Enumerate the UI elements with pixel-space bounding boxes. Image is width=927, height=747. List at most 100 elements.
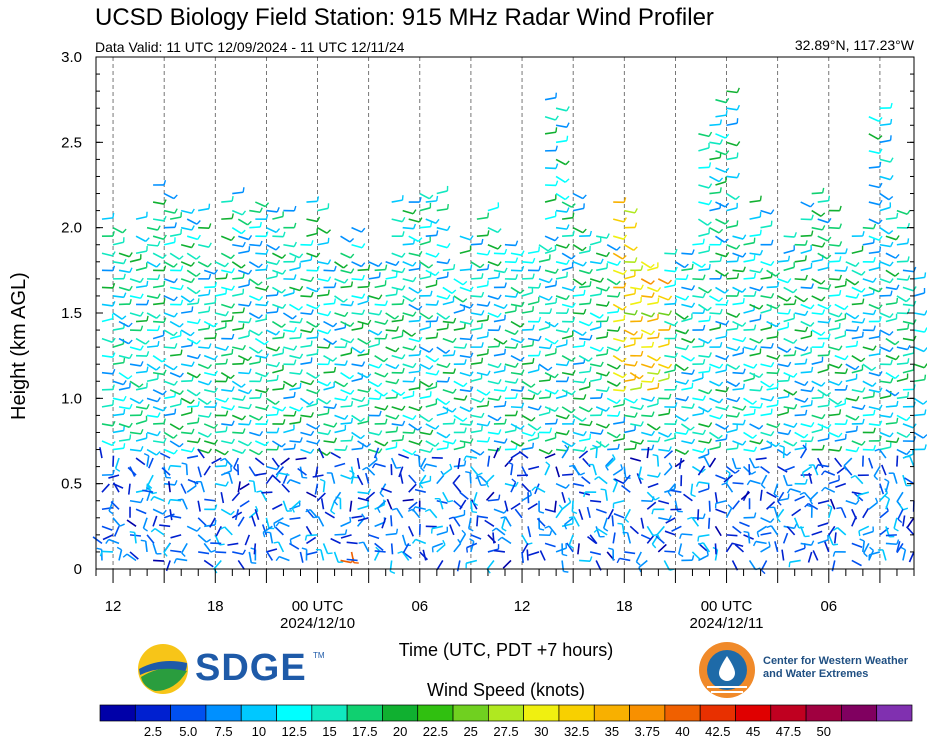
wind-barb-flag (394, 315, 400, 320)
wind-barb-flag (746, 480, 751, 486)
wind-barb (827, 534, 834, 546)
wind-barb-flag (418, 405, 423, 411)
wind-barb (419, 312, 430, 320)
wind-barb (374, 462, 386, 468)
wind-barb-flag (907, 323, 910, 329)
wind-barb (786, 526, 796, 536)
wind-barb-flag (603, 527, 609, 532)
wind-barb (300, 295, 312, 298)
wind-barb-flag (181, 462, 187, 465)
wind-barb (885, 534, 897, 537)
wind-barb-flag (589, 268, 593, 274)
wind-barb (817, 499, 829, 505)
wind-barb-flag (708, 366, 711, 372)
wind-barb-flag (156, 314, 161, 319)
wind-barb (544, 372, 556, 379)
wind-barb (835, 482, 847, 489)
wind-barb-flag (436, 316, 439, 322)
wind-barb (272, 369, 284, 374)
wind-barb (248, 312, 260, 320)
wind-barb (510, 320, 521, 328)
wind-barb (197, 380, 209, 386)
wind-barb-flag (685, 344, 690, 350)
wind-barb (646, 491, 656, 501)
wind-barb (777, 278, 789, 284)
wind-barb-flag (485, 391, 491, 396)
wind-barb-flag (143, 453, 150, 457)
wind-barb-flag (395, 364, 400, 369)
wind-barb (698, 440, 710, 444)
wind-barb (266, 209, 278, 213)
wind-barb (487, 455, 491, 467)
wind-barb-flag (122, 228, 127, 234)
wind-barb (862, 292, 874, 297)
wind-barb (595, 508, 607, 514)
wind-barb (238, 235, 250, 241)
wind-barb-flag (214, 333, 217, 339)
wind-barb-flag (884, 478, 890, 483)
wind-barb (691, 516, 700, 527)
wind-barb (725, 465, 736, 474)
wind-barb (726, 414, 738, 418)
wind-barb (726, 107, 738, 111)
wind-barb-flag (889, 175, 894, 180)
wind-barb (236, 464, 240, 476)
wind-barb (760, 276, 772, 280)
wind-barb (879, 431, 891, 438)
wind-barb-flag (725, 97, 730, 103)
wind-barb-flag (208, 412, 212, 418)
wind-barb-flag (555, 180, 559, 186)
wind-barb (595, 371, 607, 377)
wind-barb (590, 293, 602, 297)
wind-barb-flag (174, 343, 178, 349)
wind-barb-flag (344, 395, 349, 401)
wind-barb-flag (197, 417, 200, 423)
wind-barb (368, 380, 379, 388)
wind-barb-flag (793, 372, 798, 378)
wind-barb-flag (378, 448, 383, 454)
wind-barb (442, 491, 449, 503)
wind-barb (323, 423, 335, 428)
wind-barb (436, 560, 444, 571)
wind-barb-flag (855, 446, 860, 452)
wind-barb (681, 286, 693, 291)
wind-barb-flag (259, 221, 262, 228)
wind-barb (408, 235, 419, 243)
wind-barb-flag (804, 409, 808, 415)
wind-barb-flag (177, 498, 183, 501)
wind-barb-flag (650, 280, 655, 285)
wind-barb (442, 440, 454, 445)
wind-barb (408, 218, 420, 223)
wind-barb-flag (708, 389, 713, 395)
wind-barb (306, 353, 318, 357)
wind-barb (897, 508, 904, 520)
wind-barb (402, 346, 414, 351)
wind-barb (108, 474, 120, 479)
wind-barb (783, 286, 794, 294)
wind-barb-flag (413, 454, 419, 457)
wind-barb-flag (651, 363, 656, 368)
wind-barb-flag (758, 373, 764, 378)
wind-barb-flag (180, 265, 184, 271)
wind-barb-flag (566, 259, 570, 265)
wind-barb-flag (418, 439, 423, 445)
wind-barb-flag (725, 150, 730, 156)
wind-barb (374, 542, 384, 551)
wind-barb-flag (838, 289, 842, 296)
wind-barb-flag (623, 217, 627, 223)
wind-barb (555, 482, 567, 489)
wind-barb-flag (810, 366, 814, 372)
wind-barb (698, 166, 710, 169)
wind-barb-flag (827, 400, 831, 406)
wind-barb-flag (821, 187, 825, 193)
wind-barb (146, 431, 158, 437)
wind-barb (504, 363, 516, 369)
wind-barb-flag (922, 400, 927, 405)
wind-barb (828, 312, 840, 318)
wind-barb-flag (344, 445, 348, 451)
wind-barb (215, 312, 227, 317)
wind-barb (606, 244, 618, 251)
wind-barb-flag (327, 359, 331, 365)
wind-barb-flag (264, 202, 270, 207)
wind-barb-flag (162, 390, 167, 396)
